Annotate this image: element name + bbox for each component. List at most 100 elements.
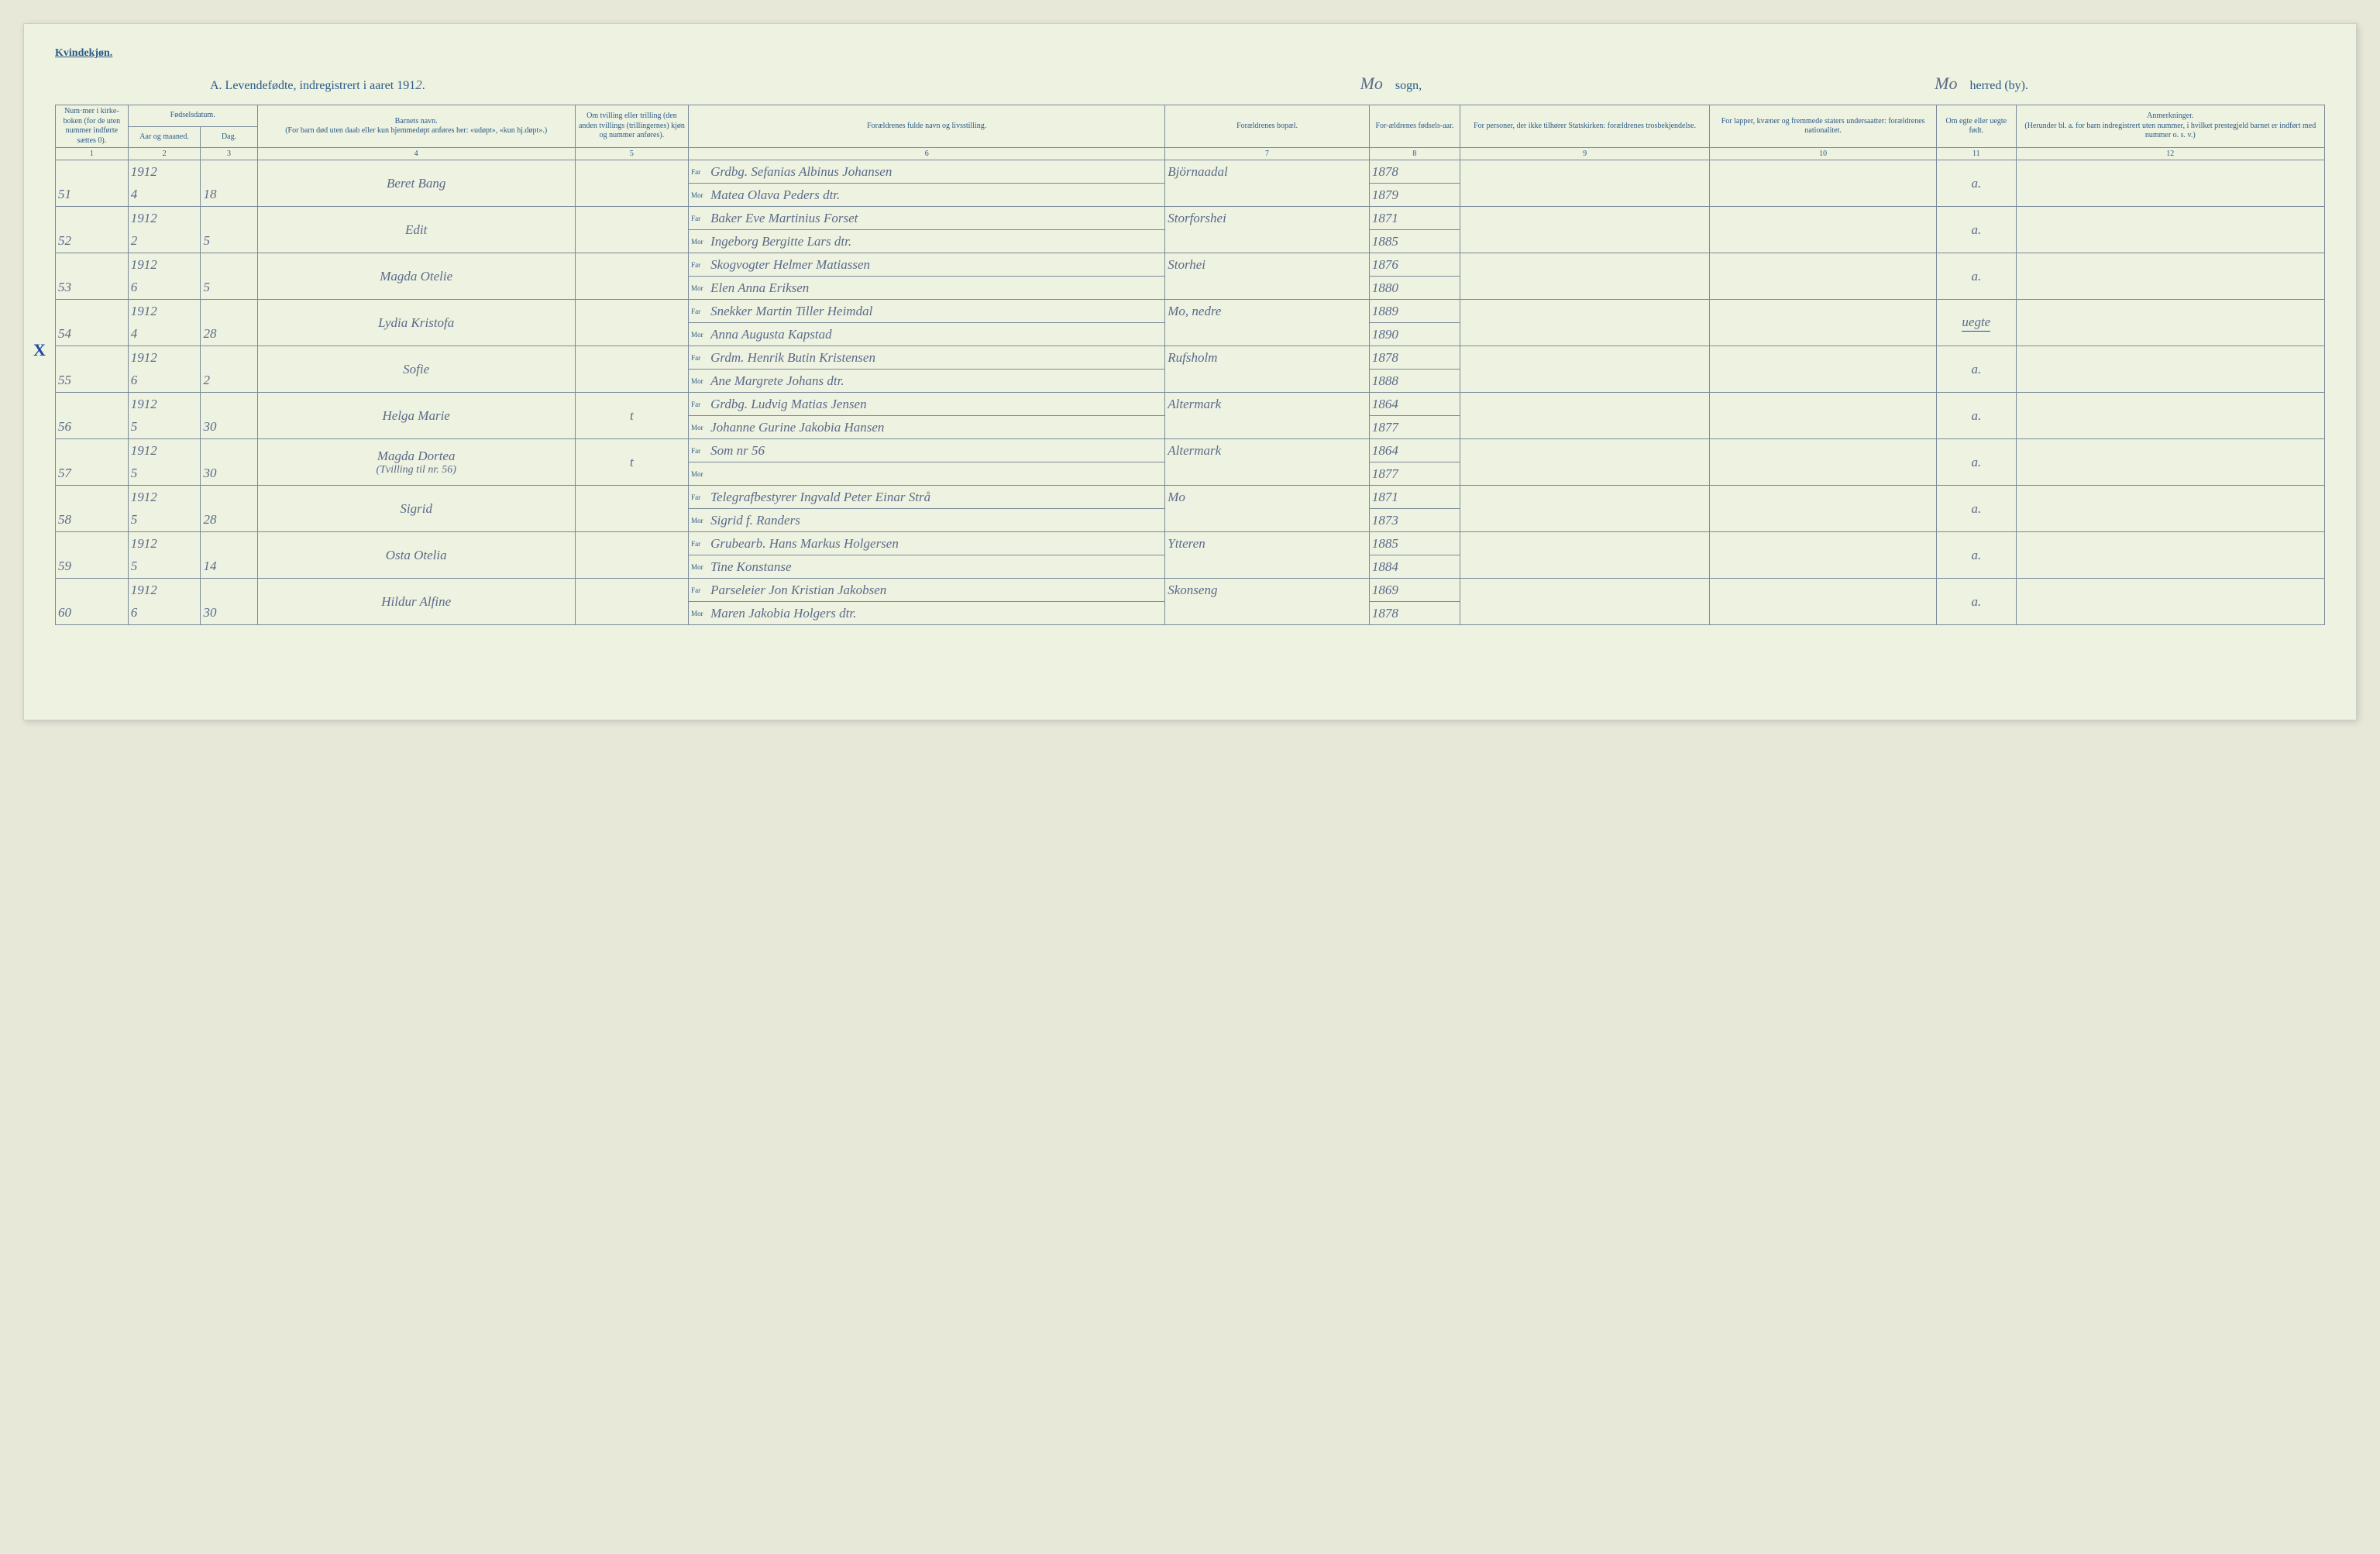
num-cell: 51 — [56, 184, 129, 207]
col-header-4: Barnets navn. (For barn død uten daab el… — [257, 105, 575, 148]
far-cell: FarGrdbg. Ludvig Matias Jensen — [689, 393, 1165, 416]
tros-cell — [1460, 160, 1710, 207]
child-name-cell: Sigrid — [257, 486, 575, 532]
far-cell: FarGrdbg. Sefanias Albinus Johansen — [689, 160, 1165, 184]
mor-cell: MorAne Margrete Johans dtr. — [689, 370, 1165, 393]
table-row: 1912SigridFarTelegrafbestyrer Ingvald Pe… — [56, 486, 2325, 509]
num-cell: 52 — [56, 230, 129, 253]
tros-cell — [1460, 300, 1710, 346]
day-cell: 30 — [201, 416, 257, 439]
anm-cell — [2016, 346, 2324, 393]
egte-cell: uegte — [1937, 300, 2017, 346]
mor-aar-cell: 1885 — [1369, 230, 1460, 253]
child-name-cell: Edit — [257, 207, 575, 253]
nation-cell — [1710, 579, 1937, 625]
month-cell: 5 — [128, 555, 201, 579]
child-name-cell: Sofie — [257, 346, 575, 393]
year-cell: 1912 — [128, 300, 201, 323]
heading-sogn: Mo sogn, — [1129, 74, 1654, 94]
col-header-12: Anmerkninger. (Herunder bl. a. for barn … — [2016, 105, 2324, 148]
year-cell: 1912 — [128, 207, 201, 230]
bopael-cell: Ytteren — [1165, 532, 1370, 555]
day-cell-top — [201, 532, 257, 555]
child-name-cell: Magda Dortea(Tvilling til nr. 56) — [257, 439, 575, 486]
mor-aar-cell: 1888 — [1369, 370, 1460, 393]
num-cell — [56, 579, 129, 602]
num-cell — [56, 207, 129, 230]
mor-aar-cell: 1880 — [1369, 277, 1460, 300]
mor-cell: MorMaren Jakobia Holgers dtr. — [689, 602, 1165, 625]
table-row: 1912Helga MarietFarGrdbg. Ludvig Matias … — [56, 393, 2325, 416]
tros-cell — [1460, 579, 1710, 625]
nation-cell — [1710, 486, 1937, 532]
tvilling-cell — [575, 579, 688, 625]
egte-cell: a. — [1937, 486, 2017, 532]
far-cell: FarBaker Eve Martinius Forset — [689, 207, 1165, 230]
far-aar-cell: 1885 — [1369, 532, 1460, 555]
mor-aar-cell: 1877 — [1369, 416, 1460, 439]
tvilling-cell — [575, 160, 688, 207]
anm-cell — [2016, 160, 2324, 207]
month-cell: 6 — [128, 277, 201, 300]
tros-cell — [1460, 346, 1710, 393]
bopael-cell: Björnaadal — [1165, 160, 1370, 184]
far-aar-cell: 1864 — [1369, 393, 1460, 416]
egte-cell: a. — [1937, 439, 2017, 486]
bopael-cell-b — [1165, 323, 1370, 346]
mor-cell: MorAnna Augusta Kapstad — [689, 323, 1165, 346]
table-row: 1912SofieFarGrdm. Henrik Butin Kristense… — [56, 346, 2325, 370]
day-cell: 2 — [201, 370, 257, 393]
mor-cell: MorTine Konstanse — [689, 555, 1165, 579]
day-cell-top — [201, 160, 257, 184]
mor-cell: MorMatea Olava Peders dtr. — [689, 184, 1165, 207]
tros-cell — [1460, 486, 1710, 532]
day-cell-top — [201, 439, 257, 462]
num-cell: 57 — [56, 462, 129, 486]
nation-cell — [1710, 207, 1937, 253]
gender-label: Kvindekjøn. — [55, 47, 2325, 60]
far-cell: FarSnekker Martin Tiller Heimdal — [689, 300, 1165, 323]
num-cell — [56, 253, 129, 277]
day-cell: 28 — [201, 323, 257, 346]
table-row: 1912Magda Dortea(Tvilling til nr. 56)tFa… — [56, 439, 2325, 462]
nation-cell — [1710, 532, 1937, 579]
year-cell: 1912 — [128, 160, 201, 184]
month-cell: 6 — [128, 370, 201, 393]
mor-cell: MorIngeborg Bergitte Lars dtr. — [689, 230, 1165, 253]
day-cell-top — [201, 300, 257, 323]
anm-cell — [2016, 207, 2324, 253]
anm-cell — [2016, 300, 2324, 346]
tros-cell — [1460, 393, 1710, 439]
bopael-cell-b — [1165, 230, 1370, 253]
bopael-cell-b — [1165, 370, 1370, 393]
num-cell: 55 — [56, 370, 129, 393]
page-heading: A. Levendefødte, indregistrert i aaret 1… — [55, 74, 2325, 94]
col-header-11: Om egte eller uegte født. — [1937, 105, 2017, 148]
year-cell: 1912 — [128, 346, 201, 370]
margin-mark: X — [33, 340, 46, 360]
day-cell: 5 — [201, 230, 257, 253]
anm-cell — [2016, 393, 2324, 439]
tvilling-cell — [575, 532, 688, 579]
year-cell: 1912 — [128, 486, 201, 509]
mor-aar-cell: 1879 — [1369, 184, 1460, 207]
table-row: 1912Lydia KristofaFarSnekker Martin Till… — [56, 300, 2325, 323]
nation-cell — [1710, 160, 1937, 207]
far-aar-cell: 1871 — [1369, 207, 1460, 230]
bopael-cell-b — [1165, 184, 1370, 207]
col-header-2: Aar og maaned. — [128, 126, 201, 148]
num-cell — [56, 300, 129, 323]
far-cell: FarGrubearb. Hans Markus Holgersen — [689, 532, 1165, 555]
heading-herred: Mo herred (by). — [1653, 74, 2309, 94]
day-cell: 18 — [201, 184, 257, 207]
col-header-5: Om tvilling eller trilling (den anden tv… — [575, 105, 688, 148]
far-cell: FarGrdm. Henrik Butin Kristensen — [689, 346, 1165, 370]
day-cell: 14 — [201, 555, 257, 579]
egte-cell: a. — [1937, 532, 2017, 579]
tvilling-cell — [575, 346, 688, 393]
nation-cell — [1710, 439, 1937, 486]
table-row: 1912Beret BangFarGrdbg. Sefanias Albinus… — [56, 160, 2325, 184]
day-cell-top — [201, 486, 257, 509]
bopael-cell-b — [1165, 462, 1370, 486]
table-row: 1912Osta OteliaFarGrubearb. Hans Markus … — [56, 532, 2325, 555]
